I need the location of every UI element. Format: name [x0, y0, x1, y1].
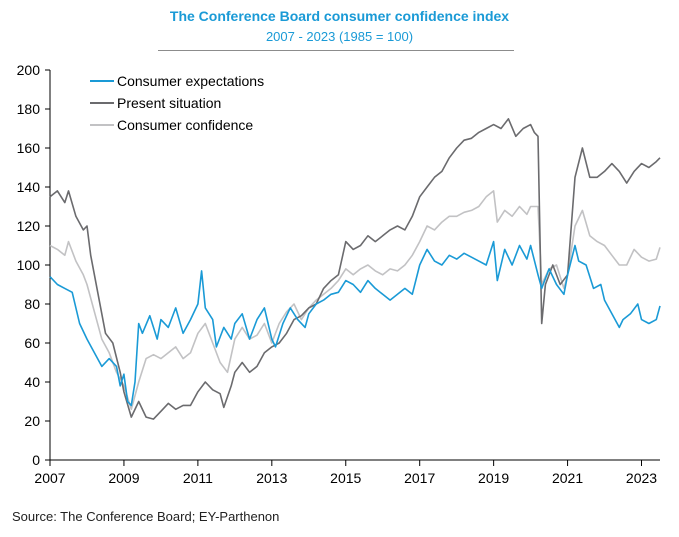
x-tick-label: 2021 [552, 470, 583, 486]
x-tick-label: 2007 [34, 470, 65, 486]
x-tick-label: 2015 [330, 470, 361, 486]
y-tick-label: 180 [17, 101, 41, 117]
y-tick-label: 120 [17, 218, 41, 234]
x-tick-label: 2017 [404, 470, 435, 486]
x-axis: 2007 2009 2011 2013 2015 2017 2019 2021 2023 [34, 459, 660, 486]
x-tick-label: 2011 [183, 470, 213, 486]
y-axis: 0 20 40 60 80 100 120 140 160 180 200 [17, 62, 51, 468]
chart-subtitle: 2007 - 2023 (1985 = 100) [265, 29, 414, 44]
y-tick-label: 20 [24, 413, 40, 429]
legend-label: Consumer expectations [117, 73, 264, 89]
x-tick-label: 2009 [108, 470, 139, 486]
y-tick-label: 200 [17, 62, 41, 78]
series-layer [49, 118, 661, 420]
x-tick-label: 2013 [256, 470, 287, 486]
y-tick-label: 100 [17, 257, 41, 273]
legend: Consumer expectations Present situation Co… [90, 73, 264, 133]
legend-label: Present situation [117, 95, 221, 111]
x-tick-label: 2023 [626, 470, 657, 486]
series-line-present-situation [49, 118, 661, 420]
title-divider [158, 50, 514, 51]
legend-label: Consumer confidence [117, 117, 253, 133]
y-tick-label: 140 [17, 179, 41, 195]
y-tick-label: 40 [24, 374, 40, 390]
y-tick-label: 60 [24, 335, 40, 351]
chart-title: The Conference Board consumer confidence… [169, 8, 510, 24]
series-line-consumer-confidence [49, 190, 661, 411]
source-note: Source: The Conference Board; EY-Parthen… [12, 509, 280, 524]
x-tick-label: 2019 [478, 470, 509, 486]
series-line-consumer-expectations [49, 240, 661, 407]
y-tick-label: 160 [17, 140, 41, 156]
y-tick-label: 80 [24, 296, 40, 312]
y-tick-label: 0 [32, 452, 40, 468]
